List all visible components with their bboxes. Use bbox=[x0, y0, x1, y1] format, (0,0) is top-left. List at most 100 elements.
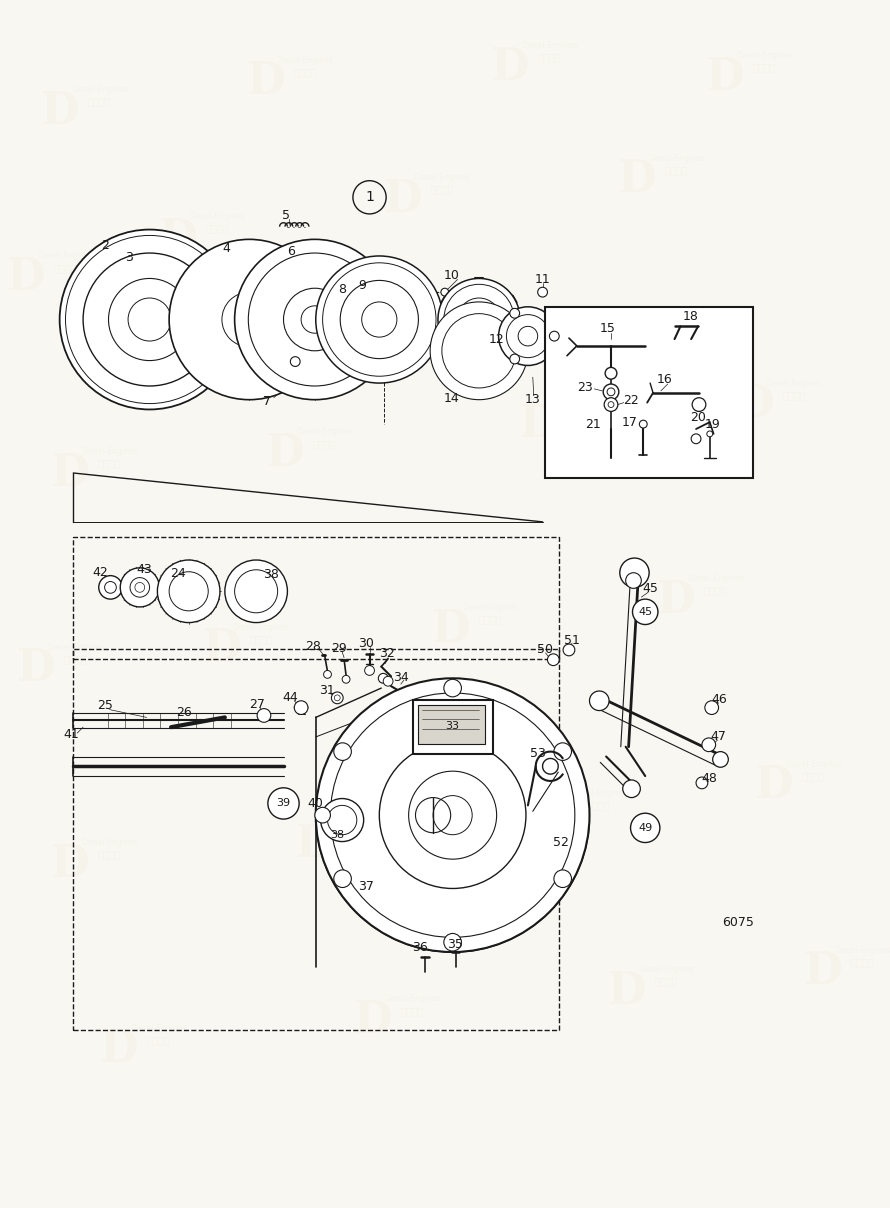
Text: 20: 20 bbox=[690, 411, 706, 424]
Text: 紫发动力: 紫发动力 bbox=[147, 1035, 170, 1045]
Text: D: D bbox=[755, 765, 794, 807]
Circle shape bbox=[692, 397, 706, 412]
Text: 47: 47 bbox=[710, 731, 726, 743]
Text: 35: 35 bbox=[447, 937, 463, 951]
Text: 52: 52 bbox=[554, 836, 569, 849]
Text: 5: 5 bbox=[282, 209, 290, 222]
Text: 39: 39 bbox=[277, 798, 290, 808]
Text: D: D bbox=[540, 794, 578, 837]
Text: 32: 32 bbox=[379, 647, 395, 661]
Text: 49: 49 bbox=[638, 823, 652, 832]
Bar bbox=[413, 699, 493, 754]
Circle shape bbox=[630, 813, 659, 842]
Text: D: D bbox=[158, 217, 198, 260]
Circle shape bbox=[324, 670, 331, 679]
Circle shape bbox=[438, 279, 520, 360]
Circle shape bbox=[444, 934, 461, 951]
Circle shape bbox=[538, 288, 547, 297]
Circle shape bbox=[589, 691, 609, 710]
Text: 6075: 6075 bbox=[722, 916, 754, 929]
Text: 紫发动力: 紫发动力 bbox=[782, 390, 805, 400]
Text: 29: 29 bbox=[331, 643, 347, 656]
Text: D: D bbox=[7, 256, 45, 298]
Circle shape bbox=[316, 256, 443, 383]
Circle shape bbox=[707, 431, 713, 437]
Circle shape bbox=[268, 788, 299, 819]
Text: Diesel-Engines: Diesel-Engines bbox=[384, 994, 441, 1004]
Text: 17: 17 bbox=[621, 416, 637, 429]
Text: 41: 41 bbox=[63, 728, 79, 742]
Text: D: D bbox=[354, 999, 392, 1043]
Circle shape bbox=[554, 743, 571, 760]
Circle shape bbox=[639, 420, 647, 428]
Text: D: D bbox=[804, 949, 843, 993]
Circle shape bbox=[290, 356, 300, 366]
Text: Diesel-Engines: Diesel-Engines bbox=[296, 428, 352, 436]
Text: 紫发动力: 紫发动力 bbox=[342, 830, 366, 840]
Text: D: D bbox=[41, 89, 80, 133]
Text: 50: 50 bbox=[537, 644, 553, 656]
Text: 紫发动力: 紫发动力 bbox=[665, 165, 688, 175]
Text: Diesel-Engines: Diesel-Engines bbox=[687, 574, 744, 583]
Circle shape bbox=[619, 558, 649, 587]
Bar bbox=[545, 307, 753, 478]
Text: 4: 4 bbox=[222, 242, 231, 255]
Text: 46: 46 bbox=[712, 693, 727, 707]
Text: D: D bbox=[51, 842, 90, 885]
Text: D: D bbox=[608, 970, 647, 1012]
Circle shape bbox=[169, 239, 329, 400]
Text: D: D bbox=[657, 579, 696, 622]
Text: 紫发动力: 紫发动力 bbox=[587, 801, 610, 811]
Text: 紫发动力: 紫发动力 bbox=[98, 458, 121, 469]
Text: 10: 10 bbox=[444, 269, 459, 281]
Text: 48: 48 bbox=[702, 772, 717, 785]
Text: D: D bbox=[295, 823, 334, 866]
Text: Diesel-Engines: Diesel-Engines bbox=[277, 56, 334, 65]
Circle shape bbox=[257, 709, 271, 722]
Text: Diesel-Engines: Diesel-Engines bbox=[71, 86, 128, 94]
Text: Diesel-Engines: Diesel-Engines bbox=[81, 447, 138, 455]
Text: 紫发动力: 紫发动力 bbox=[567, 410, 590, 419]
Circle shape bbox=[342, 675, 350, 684]
Circle shape bbox=[365, 666, 375, 675]
Text: Diesel-Engines: Diesel-Engines bbox=[785, 760, 842, 768]
Text: 紫发动力: 紫发动力 bbox=[655, 976, 678, 987]
Text: 43: 43 bbox=[137, 563, 152, 576]
Text: 6: 6 bbox=[287, 244, 295, 257]
Text: 1: 1 bbox=[365, 191, 374, 204]
Text: Diesel-Engines: Diesel-Engines bbox=[550, 399, 607, 407]
Text: 19: 19 bbox=[705, 418, 721, 430]
Text: 8: 8 bbox=[338, 283, 346, 296]
Text: D: D bbox=[706, 56, 745, 99]
Bar bbox=[73, 649, 559, 1030]
Circle shape bbox=[604, 397, 618, 412]
Circle shape bbox=[549, 331, 559, 341]
Text: D: D bbox=[618, 158, 657, 202]
Text: 紫发动力: 紫发动力 bbox=[430, 185, 454, 194]
Text: 40: 40 bbox=[308, 797, 324, 809]
Text: 紫发动力: 紫发动力 bbox=[206, 223, 229, 233]
Circle shape bbox=[547, 654, 559, 666]
Text: 紫发动力: 紫发动力 bbox=[249, 634, 272, 644]
Text: 3: 3 bbox=[125, 251, 133, 265]
Circle shape bbox=[441, 289, 449, 296]
Text: 紫发动力: 紫发动力 bbox=[704, 586, 727, 596]
Circle shape bbox=[554, 870, 571, 888]
Circle shape bbox=[353, 181, 386, 214]
Circle shape bbox=[713, 751, 728, 767]
Text: Diesel-Engines: Diesel-Engines bbox=[648, 153, 705, 163]
Circle shape bbox=[444, 679, 461, 697]
Circle shape bbox=[235, 239, 395, 400]
Text: 紫发动力: 紫发动力 bbox=[400, 1006, 425, 1016]
Text: 36: 36 bbox=[412, 941, 428, 953]
Text: 42: 42 bbox=[93, 567, 109, 579]
Text: 38: 38 bbox=[330, 830, 344, 840]
Text: 23: 23 bbox=[577, 382, 593, 395]
Text: 13: 13 bbox=[525, 393, 540, 406]
Text: 14: 14 bbox=[444, 393, 459, 405]
Text: 24: 24 bbox=[170, 568, 186, 580]
Text: Diesel-Engines: Diesel-Engines bbox=[463, 604, 519, 612]
Text: 25: 25 bbox=[97, 699, 112, 713]
Text: 紫发动力: 紫发动力 bbox=[479, 615, 503, 625]
Text: 11: 11 bbox=[535, 273, 550, 286]
